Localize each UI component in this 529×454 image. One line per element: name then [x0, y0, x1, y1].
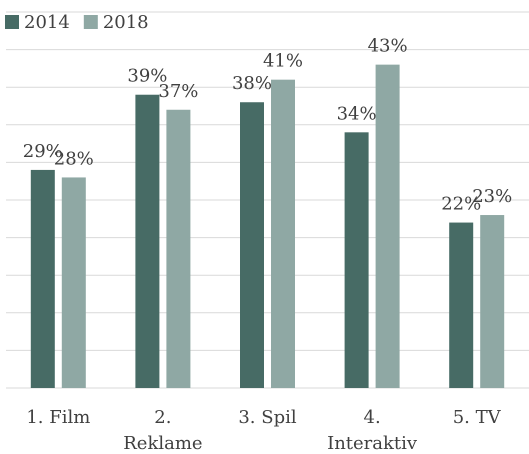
bar — [375, 64, 400, 388]
data-label: 39% — [127, 66, 167, 87]
data-label: 43% — [368, 36, 408, 57]
bar — [135, 94, 160, 388]
x-tick-label: 4. Interaktiv — [327, 407, 418, 454]
x-tick-label: 3. Spil — [238, 407, 297, 428]
bar — [240, 102, 264, 389]
data-label: 22% — [441, 194, 481, 215]
data-label: 37% — [158, 81, 198, 102]
bar — [480, 215, 505, 388]
data-label: 34% — [337, 103, 377, 124]
bar — [344, 132, 369, 388]
bar — [30, 169, 55, 388]
data-label: 38% — [232, 73, 272, 94]
x-tick-label: 2. Reklame — [123, 407, 202, 454]
bar — [271, 79, 295, 389]
data-label: 41% — [263, 51, 303, 72]
data-label: 28% — [54, 148, 94, 169]
data-label: 29% — [23, 141, 63, 162]
data-label: 23% — [472, 186, 512, 207]
bar — [166, 109, 191, 388]
legend-swatch — [5, 15, 19, 29]
bar — [449, 222, 474, 388]
x-tick-label: 5. TV — [453, 407, 502, 428]
legend-label: 2014 — [24, 12, 70, 33]
legend-swatch — [83, 15, 98, 29]
bar — [61, 177, 86, 388]
x-tick-label: 1. Film — [26, 407, 90, 428]
legend-label: 2018 — [103, 12, 149, 33]
